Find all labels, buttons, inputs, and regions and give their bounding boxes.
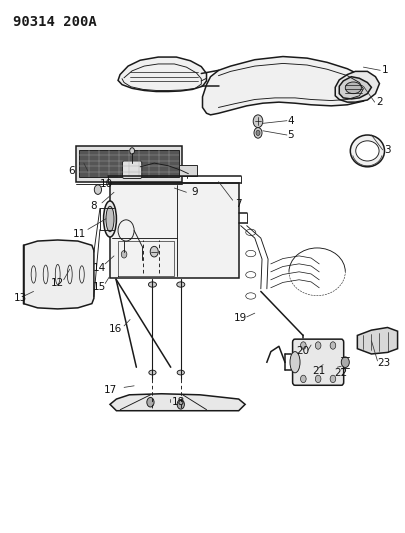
FancyBboxPatch shape [179, 165, 197, 176]
Polygon shape [118, 57, 207, 92]
Ellipse shape [350, 135, 384, 167]
Ellipse shape [149, 370, 156, 375]
Text: 8: 8 [91, 200, 97, 211]
Circle shape [150, 246, 158, 257]
Ellipse shape [356, 141, 379, 161]
FancyBboxPatch shape [292, 339, 344, 385]
Circle shape [177, 400, 184, 409]
Text: 1: 1 [382, 66, 389, 75]
FancyBboxPatch shape [79, 150, 179, 177]
Text: 2: 2 [376, 97, 383, 107]
Circle shape [254, 127, 262, 138]
Polygon shape [23, 240, 94, 309]
Text: 7: 7 [235, 199, 242, 209]
Text: 10: 10 [99, 179, 113, 189]
Circle shape [130, 148, 134, 154]
Circle shape [330, 342, 336, 349]
Ellipse shape [345, 82, 361, 94]
Text: 15: 15 [93, 281, 107, 292]
Circle shape [301, 375, 306, 383]
Ellipse shape [106, 206, 114, 232]
Circle shape [315, 342, 321, 349]
Text: 13: 13 [14, 293, 27, 303]
Text: 21: 21 [313, 367, 326, 376]
Ellipse shape [177, 282, 185, 287]
Circle shape [147, 398, 154, 407]
Text: 22: 22 [335, 368, 348, 377]
FancyBboxPatch shape [122, 161, 142, 179]
Circle shape [94, 185, 102, 195]
Ellipse shape [149, 282, 156, 287]
Polygon shape [335, 71, 379, 102]
Circle shape [315, 375, 321, 383]
Text: 17: 17 [103, 384, 117, 394]
Ellipse shape [290, 352, 300, 373]
Text: 3: 3 [384, 145, 391, 155]
Circle shape [121, 251, 127, 258]
Text: 6: 6 [68, 166, 75, 176]
Text: 19: 19 [234, 313, 247, 324]
Text: 18: 18 [172, 397, 185, 407]
Text: 11: 11 [73, 229, 86, 239]
Ellipse shape [177, 370, 184, 375]
Polygon shape [357, 327, 398, 354]
Text: 20: 20 [296, 346, 309, 357]
Circle shape [301, 342, 306, 349]
Text: 14: 14 [93, 263, 107, 272]
Text: 90314 200A: 90314 200A [13, 14, 97, 29]
Ellipse shape [104, 201, 116, 237]
Polygon shape [339, 77, 371, 99]
Circle shape [341, 357, 349, 368]
Polygon shape [110, 394, 245, 411]
Text: 9: 9 [191, 187, 198, 197]
Text: 5: 5 [288, 130, 294, 140]
Text: 16: 16 [109, 324, 122, 334]
Circle shape [256, 130, 260, 135]
Circle shape [253, 115, 263, 127]
Text: 4: 4 [288, 116, 294, 126]
Polygon shape [202, 56, 371, 115]
FancyBboxPatch shape [76, 146, 182, 182]
Circle shape [330, 375, 336, 383]
Text: 12: 12 [51, 278, 64, 288]
Text: 23: 23 [377, 358, 390, 368]
FancyBboxPatch shape [110, 183, 239, 278]
